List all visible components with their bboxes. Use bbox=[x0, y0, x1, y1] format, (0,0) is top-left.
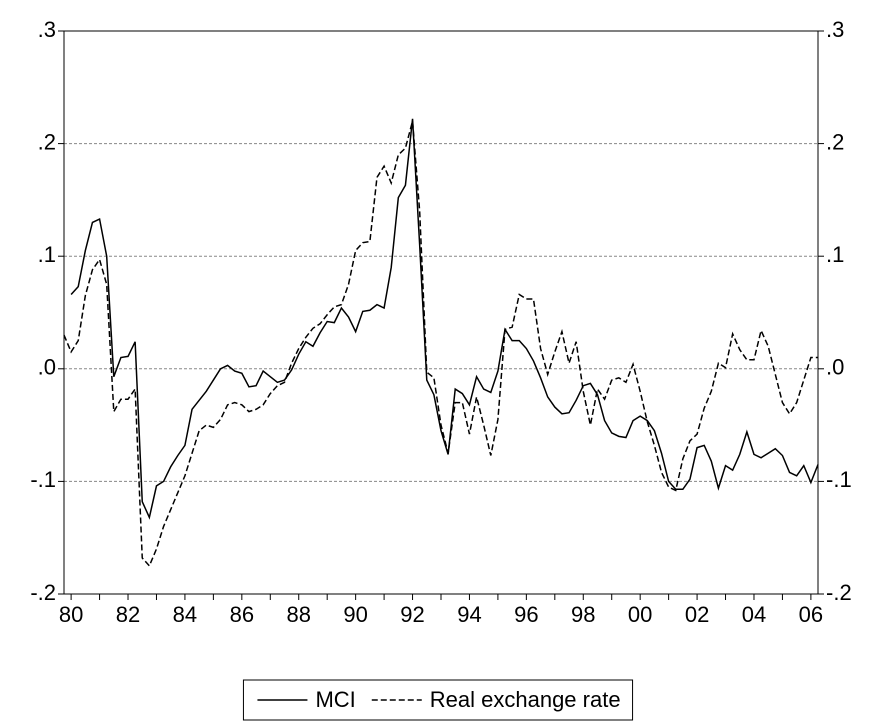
series-line bbox=[63, 120, 818, 568]
y-tick-label: .2 bbox=[38, 129, 56, 154]
x-tick-label: 84 bbox=[173, 602, 197, 627]
x-tick-label: 92 bbox=[400, 602, 424, 627]
x-tick-label: 94 bbox=[457, 602, 481, 627]
y-tick-label: .0 bbox=[38, 355, 56, 380]
series-line bbox=[70, 118, 819, 520]
legend: MCI Real exchange rate bbox=[242, 679, 634, 721]
legend-label: MCI bbox=[315, 687, 355, 712]
y-tick-label: -.1 bbox=[30, 467, 56, 492]
x-tick-label: 86 bbox=[230, 602, 254, 627]
x-tick-label: 00 bbox=[628, 602, 652, 627]
x-tick-label: 98 bbox=[571, 602, 595, 627]
legend-label: Real exchange rate bbox=[430, 687, 621, 712]
x-tick-label: 90 bbox=[343, 602, 367, 627]
x-tick-label: 02 bbox=[685, 602, 709, 627]
y-tick-label: .3 bbox=[38, 17, 56, 42]
y2-tick-label: .2 bbox=[826, 129, 844, 154]
plot-frame bbox=[63, 30, 819, 595]
y2-tick-label: -.1 bbox=[826, 467, 852, 492]
x-tick-label: 06 bbox=[799, 602, 823, 627]
x-tick-label: 80 bbox=[59, 602, 83, 627]
y2-tick-label: .3 bbox=[826, 17, 844, 42]
x-tick-label: 96 bbox=[514, 602, 538, 627]
x-tick-label: 82 bbox=[116, 602, 140, 627]
x-tick-label: 88 bbox=[286, 602, 310, 627]
y-tick-label: .1 bbox=[38, 242, 56, 267]
y-tick-label: -.2 bbox=[30, 580, 56, 605]
y2-tick-label: -.2 bbox=[826, 580, 852, 605]
legend-box bbox=[242, 679, 634, 721]
y2-tick-label: .0 bbox=[826, 355, 844, 380]
y2-tick-label: .1 bbox=[826, 242, 844, 267]
x-tick-label: 04 bbox=[742, 602, 766, 627]
